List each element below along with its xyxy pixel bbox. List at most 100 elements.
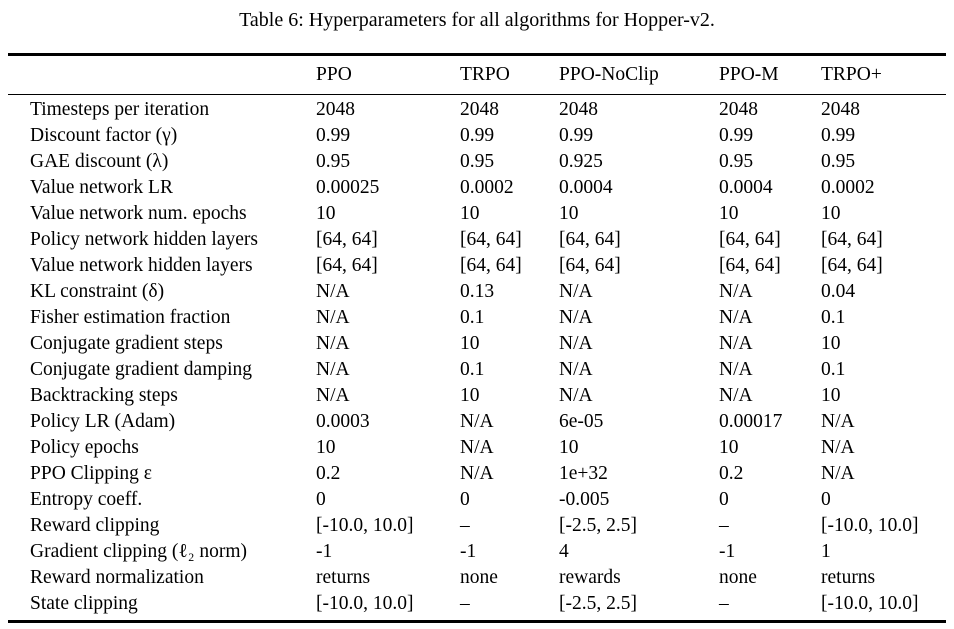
table-row: Value network LR 0.00025 0.0002 0.0004 0.000… <box>8 175 946 201</box>
column-header: PPO <box>316 54 460 95</box>
cell-value: [64, 64] <box>719 229 781 250</box>
cell-value: N/A <box>460 437 494 458</box>
cell-value: 0.95 <box>460 151 495 172</box>
table-row: Value network num. epochs 10 10 10 10 10 <box>8 201 946 227</box>
cell-value: N/A <box>821 411 855 432</box>
table-row: Policy epochs 10 N/A 10 10 N/A <box>8 435 946 461</box>
row-label: PPO Clipping ε <box>30 463 152 484</box>
cell-value: – <box>460 515 470 536</box>
cell-value: 0.1 <box>460 307 485 328</box>
cell-value: N/A <box>316 359 350 380</box>
cell-value: rewards <box>559 567 621 588</box>
cell-value: [64, 64] <box>719 255 781 276</box>
cell-value: [-10.0, 10.0] <box>316 593 414 614</box>
cell-value: 4 <box>559 541 569 562</box>
row-label: Backtracking steps <box>30 385 178 406</box>
table-row: Reward clipping [-10.0, 10.0] – [-2.5, 2.5]… <box>8 513 946 539</box>
cell-value: -1 <box>316 541 333 562</box>
corner-cell <box>8 54 316 95</box>
cell-value: [-10.0, 10.0] <box>821 515 919 536</box>
row-label: GAE discount (λ) <box>30 151 169 172</box>
cell-value: [-2.5, 2.5] <box>559 593 637 614</box>
cell-value: 2048 <box>719 99 758 120</box>
cell-value: 0 <box>719 489 729 510</box>
cell-value: N/A <box>316 385 350 406</box>
cell-value: 0.13 <box>460 281 495 302</box>
table-row: Conjugate gradient damping N/A 0.1 N/A N/A 0.… <box>8 357 946 383</box>
hyperparameters-table: PPO TRPO PPO-NoClip PPO-M TRPO+ Timesteps pe… <box>8 53 946 623</box>
cell-value: 10 <box>719 437 739 458</box>
cell-value: 10 <box>559 203 579 224</box>
column-header: TRPO+ <box>821 54 946 95</box>
row-label: Entropy coeff. <box>30 489 143 510</box>
row-label: Gradient clipping (ℓ₂ norm) <box>30 541 248 562</box>
cell-value: 0.99 <box>719 125 754 146</box>
cell-value: 10 <box>460 203 480 224</box>
cell-value: 0.99 <box>316 125 351 146</box>
cell-value: – <box>719 515 729 536</box>
cell-value: N/A <box>821 463 855 484</box>
row-label: Value network LR <box>30 177 173 198</box>
header-row: PPO TRPO PPO-NoClip PPO-M TRPO+ <box>8 54 946 95</box>
cell-value: 1e+32 <box>559 463 608 484</box>
cell-value: 0.00017 <box>719 411 783 432</box>
cell-value: N/A <box>316 281 350 302</box>
cell-value: [64, 64] <box>559 229 621 250</box>
row-label: Value network num. epochs <box>30 203 247 224</box>
table-row: Entropy coeff. 0 0 -0.005 0 0 <box>8 487 946 513</box>
table-row: Discount factor (γ) 0.99 0.99 0.99 0.99 0.99 <box>8 123 946 149</box>
cell-value: [64, 64] <box>821 255 883 276</box>
cell-value: N/A <box>559 281 593 302</box>
cell-value: [64, 64] <box>460 255 522 276</box>
cell-value: 0 <box>821 489 831 510</box>
row-label: Discount factor (γ) <box>30 125 178 146</box>
table-row: Backtracking steps N/A 10 N/A N/A 10 <box>8 383 946 409</box>
cell-value: N/A <box>316 333 350 354</box>
cell-value: N/A <box>316 307 350 328</box>
cell-value: 2048 <box>559 99 598 120</box>
table-row: Value network hidden layers [64, 64] [64, … <box>8 253 946 279</box>
table-body: Timesteps per iteration 2048 2048 2048 2048 2… <box>8 95 946 622</box>
cell-value: N/A <box>719 307 753 328</box>
cell-value: 10 <box>821 203 841 224</box>
cell-value: N/A <box>559 333 593 354</box>
cell-value: [64, 64] <box>316 229 378 250</box>
row-label: Value network hidden layers <box>30 255 253 276</box>
table-row: Fisher estimation fraction N/A 0.1 N/A N/A 0.… <box>8 305 946 331</box>
cell-value: N/A <box>719 385 753 406</box>
cell-value: 0.95 <box>316 151 351 172</box>
column-header: TRPO <box>460 54 559 95</box>
table-row: Conjugate gradient steps N/A 10 N/A N/A 10 <box>8 331 946 357</box>
cell-value: [-2.5, 2.5] <box>559 515 637 536</box>
cell-value: – <box>460 593 470 614</box>
cell-value: 0.1 <box>821 359 846 380</box>
cell-value: 6e-05 <box>559 411 604 432</box>
row-label: Reward clipping <box>30 515 160 536</box>
cell-value: 10 <box>719 203 739 224</box>
cell-value: 10 <box>821 385 841 406</box>
cell-value: 0 <box>316 489 326 510</box>
table-row: Policy network hidden layers [64, 64] [64,… <box>8 227 946 253</box>
cell-value: 0.00025 <box>316 177 380 198</box>
cell-value: N/A <box>559 307 593 328</box>
cell-value: 0.2 <box>316 463 341 484</box>
cell-value: 0.99 <box>460 125 495 146</box>
column-header: PPO-M <box>719 54 821 95</box>
cell-value: 0.0002 <box>460 177 514 198</box>
cell-value: 2048 <box>460 99 499 120</box>
column-header: PPO-NoClip <box>559 54 719 95</box>
table-row: Policy LR (Adam) 0.0003 N/A 6e-05 0.00017 N/A <box>8 409 946 435</box>
cell-value: 10 <box>316 203 336 224</box>
cell-value: [64, 64] <box>460 229 522 250</box>
cell-value: none <box>719 567 757 588</box>
table-row: Gradient clipping (ℓ₂ norm) -1 -1 4 -1 1 <box>8 539 946 565</box>
cell-value: 0.04 <box>821 281 856 302</box>
cell-value: 0.2 <box>719 463 744 484</box>
cell-value: 2048 <box>821 99 860 120</box>
cell-value: -0.005 <box>559 489 610 510</box>
cell-value: 10 <box>821 333 841 354</box>
cell-value: 10 <box>460 385 480 406</box>
cell-value: N/A <box>559 385 593 406</box>
table-caption: Table 6: Hyperparameters for all algorit… <box>239 9 715 31</box>
